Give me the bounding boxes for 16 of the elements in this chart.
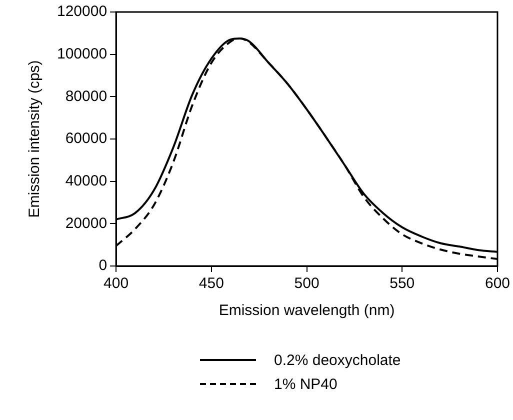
y-tick-label: 120000 xyxy=(56,3,108,20)
y-tick-label: 0 xyxy=(98,257,108,274)
y-tick-label: 100000 xyxy=(56,45,108,62)
y-tick-label: 40000 xyxy=(65,172,108,190)
legend-label: 0.2% deoxycholate xyxy=(274,352,401,368)
y-axis-title: Emission intensity (cps) xyxy=(26,60,44,218)
x-tick-label: 550 xyxy=(390,275,415,292)
x-tick-label: 450 xyxy=(198,275,224,292)
y-tick-label: 60000 xyxy=(65,130,108,148)
y-tick-label: 80000 xyxy=(65,88,108,105)
legend-label: 1% NP40 xyxy=(274,376,338,392)
x-axis-title: Emission wavelength (nm) xyxy=(218,302,395,320)
x-tick-label: 400 xyxy=(104,275,129,292)
y-tick-label: 20000 xyxy=(65,214,108,232)
x-tick-label: 600 xyxy=(484,275,510,292)
x-tick-label: 500 xyxy=(294,275,320,292)
